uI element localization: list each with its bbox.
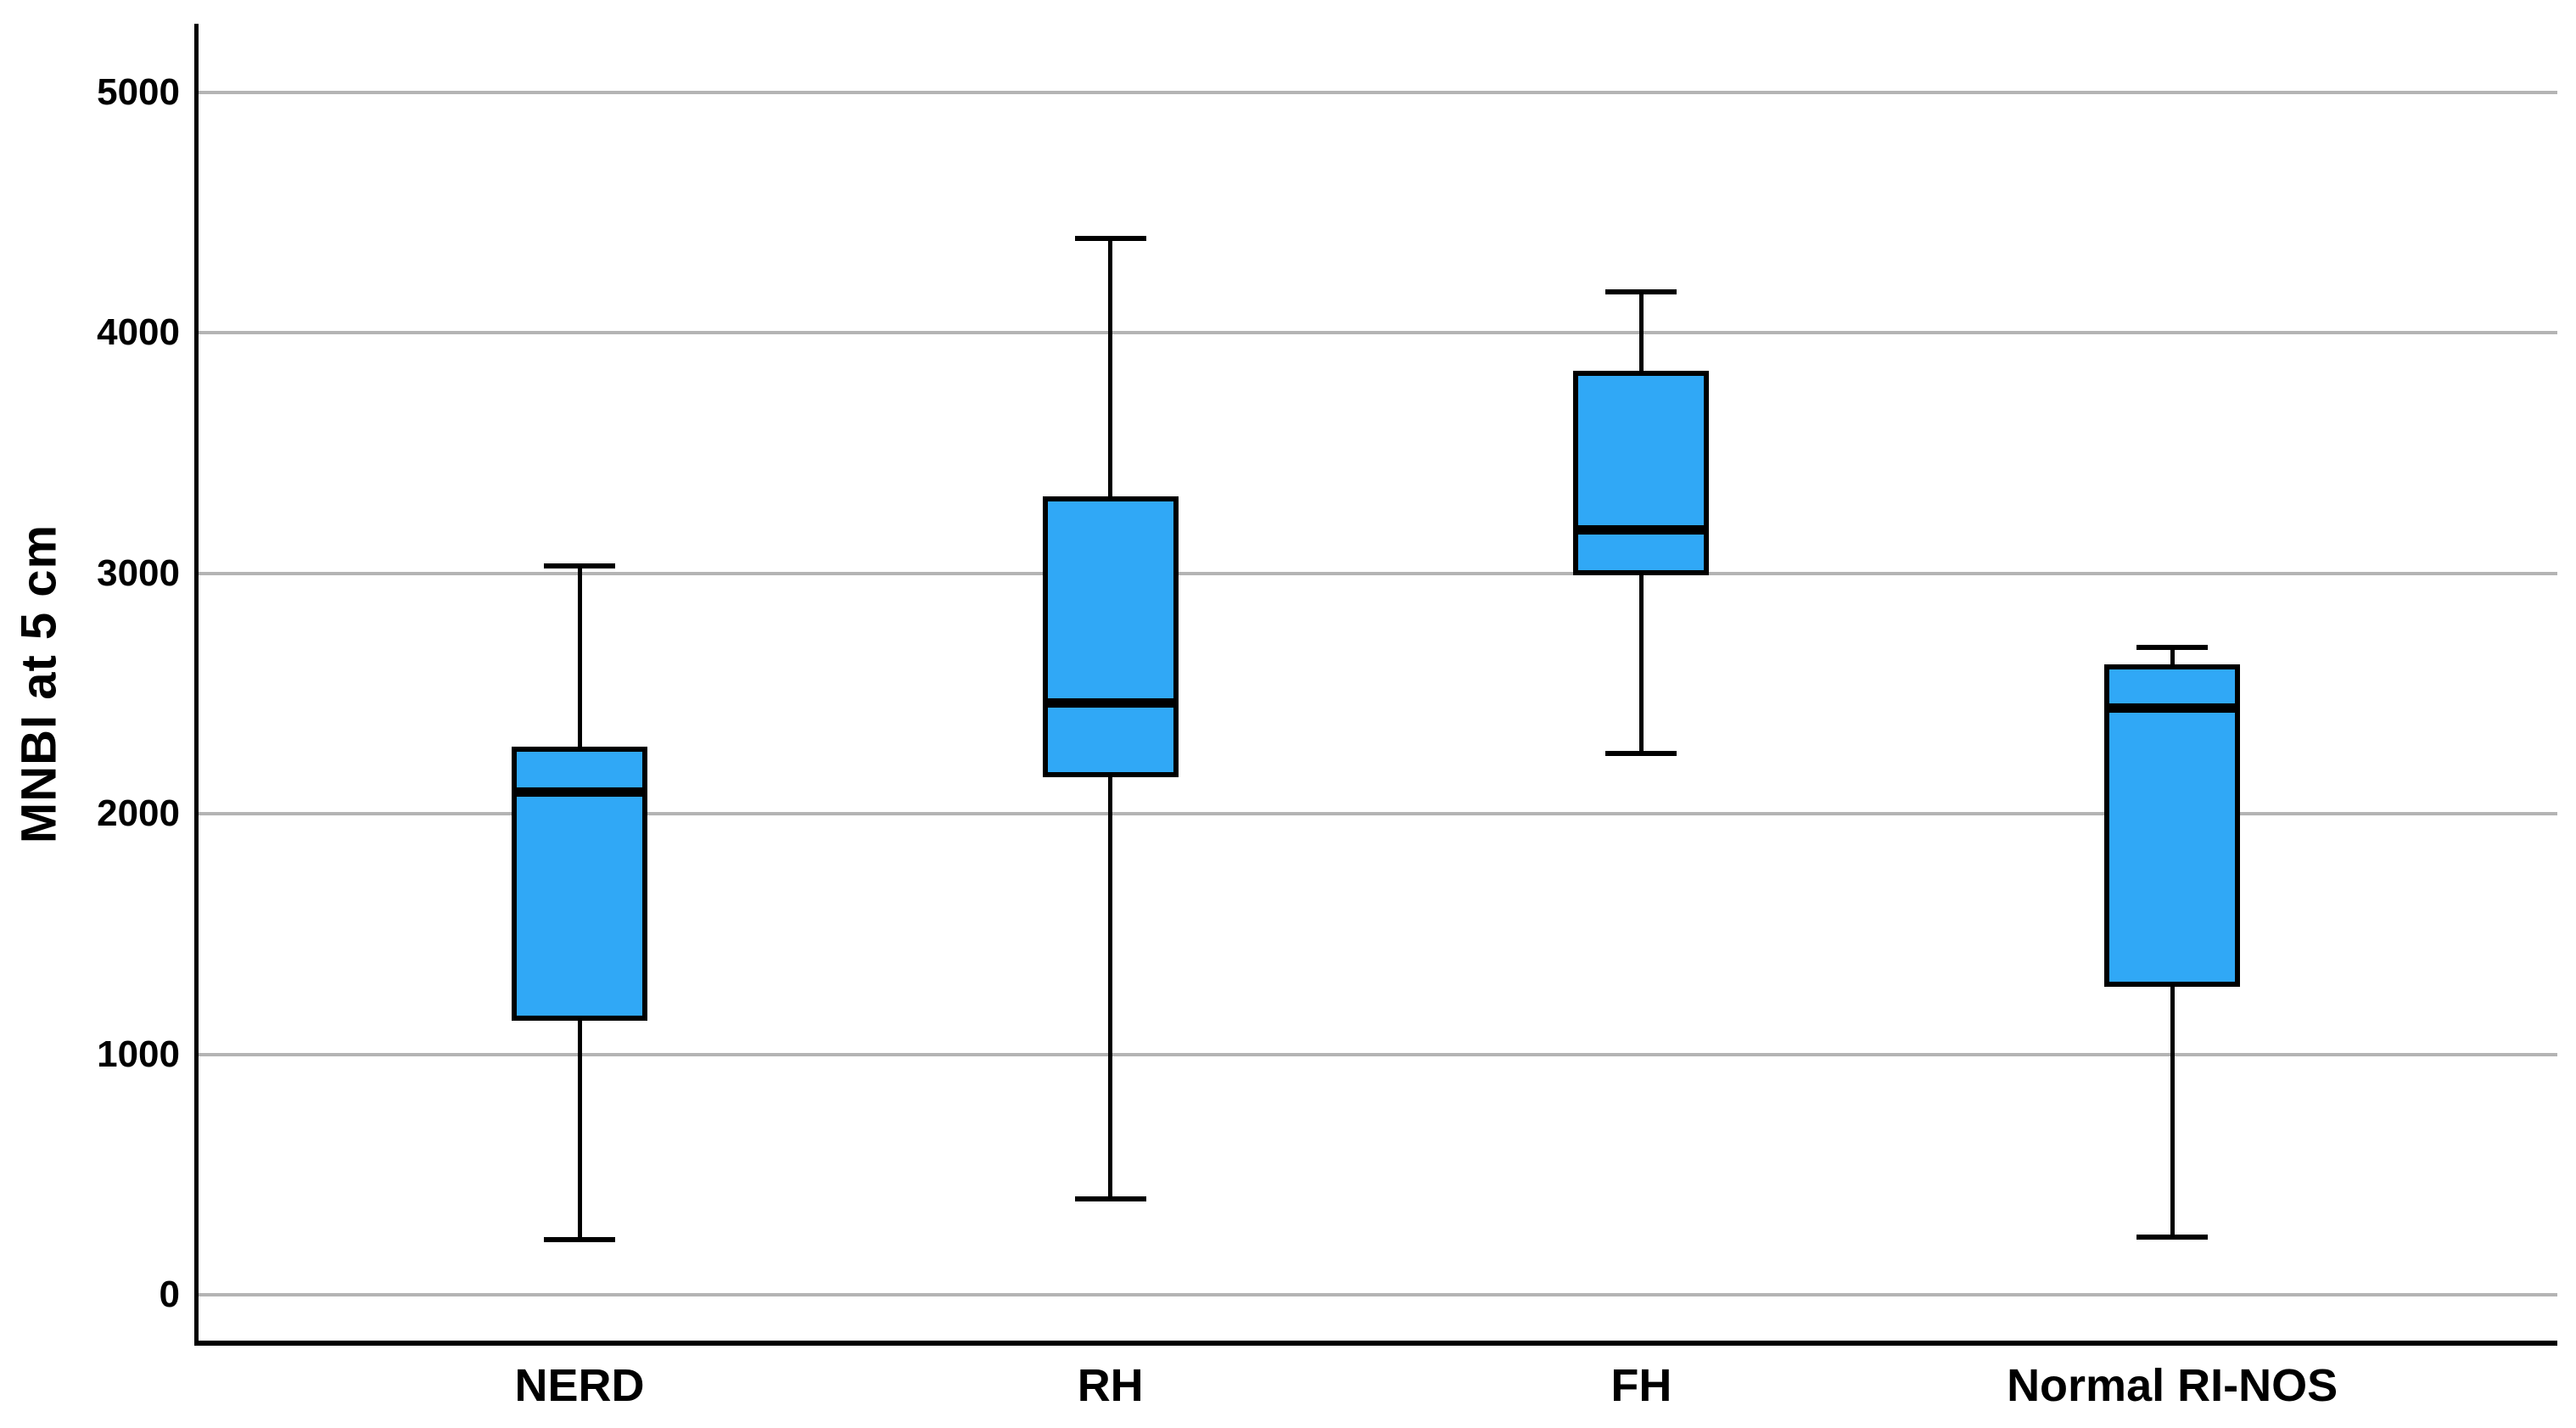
upper-whisker-cap — [544, 563, 615, 568]
y-tick-label-0: 0 — [159, 1274, 180, 1315]
gridline-0 — [196, 1293, 2557, 1296]
y-tick-label-5000: 5000 — [97, 70, 180, 113]
upper-whisker-line — [1108, 238, 1113, 496]
x-axis-line — [193, 1341, 2557, 1346]
x-category-label-NERD: NERD — [514, 1360, 645, 1411]
iqr-box-RH — [1042, 496, 1179, 778]
median-line-NERD — [512, 787, 647, 797]
lower-whisker-line — [2170, 987, 2175, 1237]
upper-whisker-line — [1638, 291, 1644, 372]
y-tick-label-1000: 1000 — [97, 1033, 180, 1075]
lower-whisker-cap — [1605, 751, 1677, 757]
upper-whisker-line — [577, 565, 582, 747]
y-tick-label-2000: 2000 — [97, 792, 180, 834]
lower-whisker-cap — [544, 1236, 615, 1242]
y-axis-line — [193, 24, 199, 1345]
lower-whisker-line — [577, 1020, 582, 1240]
upper-whisker-cap — [1605, 288, 1677, 294]
median-line-RH — [1042, 698, 1179, 708]
lower-whisker-line — [1638, 575, 1644, 754]
upper-whisker-cap — [1074, 236, 1146, 242]
gridline-5000 — [196, 90, 2557, 94]
upper-whisker-cap — [2136, 645, 2209, 651]
gridline-4000 — [196, 331, 2557, 334]
median-line-FH — [1573, 524, 1710, 535]
lower-whisker-cap — [2136, 1234, 2209, 1240]
gridline-1000 — [196, 1052, 2557, 1056]
iqr-box-Normal RI-NOS — [2104, 664, 2241, 988]
iqr-box-FH — [1573, 371, 1710, 576]
x-category-label-RH: RH — [1077, 1360, 1144, 1411]
lower-whisker-line — [1108, 777, 1113, 1199]
upper-whisker-line — [2170, 647, 2175, 665]
gridline-2000 — [196, 812, 2557, 815]
x-category-label-Normal RI-NOS: Normal RI-NOS — [2007, 1360, 2338, 1411]
y-tick-label-4000: 4000 — [97, 311, 180, 353]
y-tick-label-3000: 3000 — [97, 552, 180, 594]
x-category-label-FH: FH — [1610, 1360, 1672, 1411]
gridline-3000 — [196, 571, 2557, 575]
lower-whisker-cap — [1074, 1196, 1146, 1201]
median-line-Normal RI-NOS — [2104, 703, 2241, 713]
